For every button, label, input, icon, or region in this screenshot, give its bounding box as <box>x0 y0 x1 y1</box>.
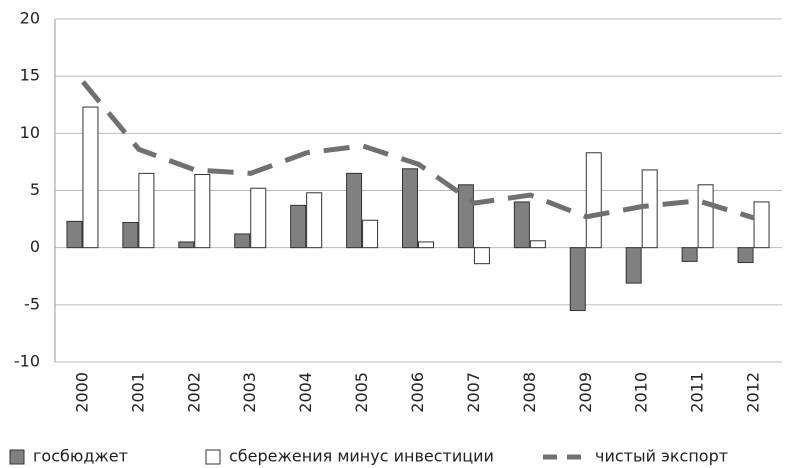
bar <box>737 247 754 264</box>
x-tick-label: 2003 <box>240 372 259 413</box>
y-tick-label: -10 <box>14 352 40 371</box>
bar <box>194 173 211 249</box>
bar <box>569 247 586 312</box>
y-tick-label: 15 <box>20 66 40 85</box>
legend-label: госбюджет <box>33 447 128 466</box>
bar <box>250 187 267 249</box>
bar <box>82 106 99 249</box>
line <box>81 80 755 221</box>
bar <box>625 247 642 284</box>
y-tick-label: -5 <box>24 294 40 313</box>
bar <box>138 172 155 249</box>
bar <box>234 233 251 249</box>
x-tick-label: 2008 <box>520 372 539 413</box>
x-tick-label: 2000 <box>72 372 91 413</box>
bar <box>473 247 490 265</box>
y-tick-label: 20 <box>20 9 40 28</box>
x-tick-label: 2004 <box>296 372 315 413</box>
bar <box>122 222 139 249</box>
bar <box>418 241 434 249</box>
bar <box>585 152 602 249</box>
bar <box>66 220 83 249</box>
x-tick-label: 2012 <box>744 372 763 413</box>
bar <box>513 201 530 249</box>
bar <box>306 192 323 249</box>
bar <box>346 172 363 249</box>
legend-swatch <box>9 449 25 465</box>
y-tick-label: 10 <box>20 123 40 142</box>
bar <box>290 204 307 249</box>
y-tick-label: 0 <box>30 237 40 256</box>
bar <box>457 184 474 249</box>
bar <box>753 201 770 249</box>
x-tick-label: 2005 <box>352 372 371 413</box>
bar <box>529 240 546 249</box>
x-tick-label: 2001 <box>128 372 147 413</box>
bar <box>402 168 418 249</box>
legend-label: чистый экспорт <box>595 447 728 466</box>
bar <box>362 219 379 249</box>
legend-label: сбережения минус инвестиции <box>229 447 494 466</box>
legend-swatch <box>205 449 221 465</box>
x-tick-label: 2009 <box>576 372 595 413</box>
x-tick-label: 2002 <box>184 372 203 413</box>
bar <box>681 247 698 262</box>
bar <box>178 241 195 249</box>
x-tick-label: 2007 <box>464 372 483 413</box>
bar <box>697 184 714 249</box>
y-tick-label: 5 <box>30 180 40 199</box>
x-tick-label: 2010 <box>632 372 651 413</box>
x-tick-label: 2011 <box>688 372 707 413</box>
x-tick-label: 2006 <box>408 372 427 413</box>
bar <box>641 169 658 249</box>
